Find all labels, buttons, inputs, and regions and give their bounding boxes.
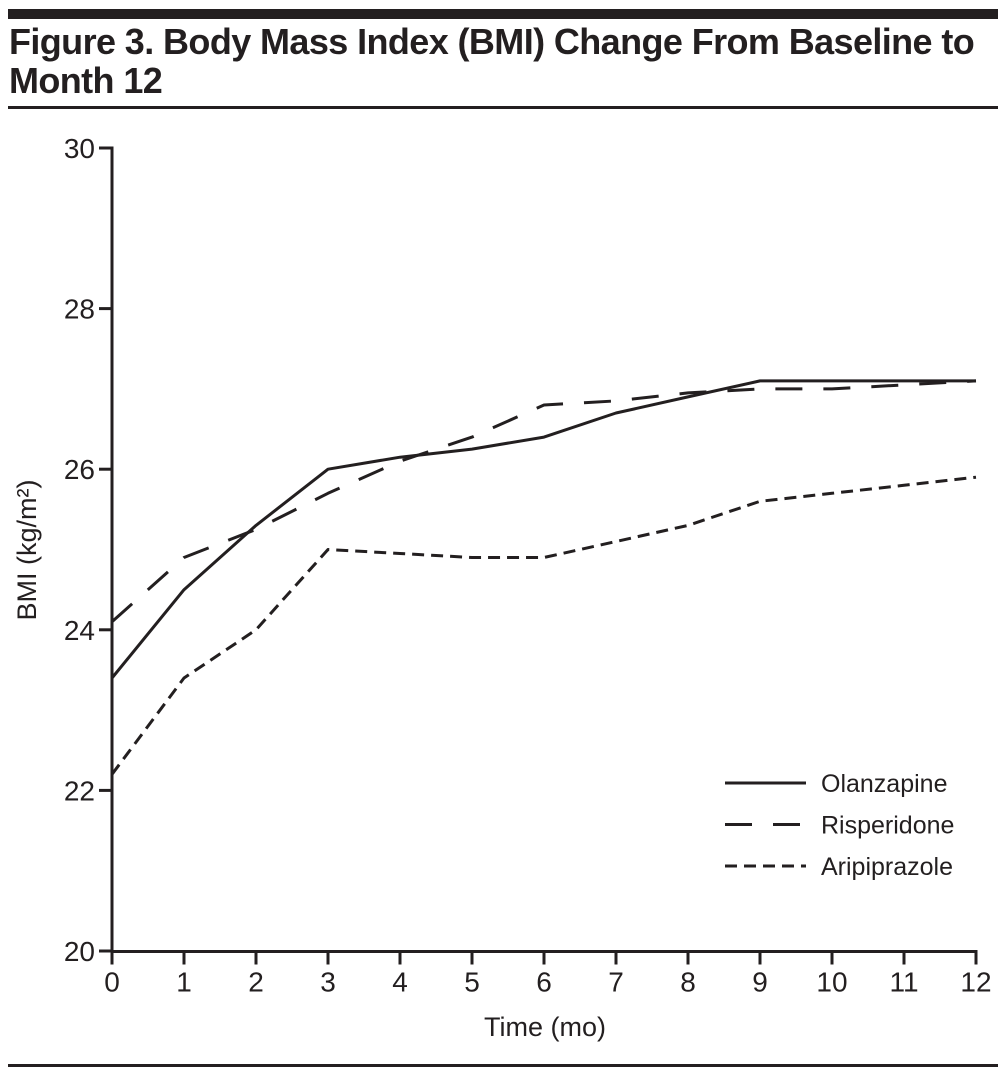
x-tick-label: 0 (104, 967, 120, 998)
series-line-risperidone (111, 379, 977, 623)
x-tick-label: 5 (464, 967, 480, 998)
y-axis-title: BMI (kg/m²) (12, 480, 42, 621)
x-tick-label: 3 (320, 967, 336, 998)
y-tick-label: 22 (64, 775, 95, 806)
header-top-rule (8, 9, 998, 19)
x-tick-label: 2 (248, 967, 264, 998)
legend-label-olanzapine: Olanzapine (821, 770, 947, 798)
x-tick-label: 6 (536, 967, 552, 998)
footer-divider (8, 1064, 998, 1067)
x-tick-label: 1 (176, 967, 192, 998)
legend-label-aripiprazole: Aripiprazole (821, 853, 953, 881)
y-tick-label: 20 (64, 936, 95, 967)
x-tick-label: 7 (608, 967, 624, 998)
x-tick-label: 11 (889, 967, 918, 998)
series-line-aripiprazole (110, 475, 977, 776)
y-tick-label: 30 (64, 133, 95, 164)
x-tick-label: 8 (680, 967, 696, 998)
figure-title: Figure 3. Body Mass Index (BMI) Change F… (9, 22, 999, 100)
title-divider (8, 106, 998, 109)
x-tick-label: 10 (816, 967, 847, 998)
y-tick-label: 24 (64, 615, 95, 646)
x-tick-label: 9 (752, 967, 768, 998)
figure-title-line1: Figure 3. Body Mass Index (BMI) Change F… (9, 21, 975, 62)
series-line-olanzapine (110, 379, 976, 679)
y-tick-label: 28 (64, 294, 95, 325)
x-tick-label: 4 (392, 967, 408, 998)
y-tick-label: 26 (64, 454, 95, 485)
legend-label-risperidone: Risperidone (821, 812, 954, 840)
x-axis-title: Time (mo) (484, 1012, 606, 1042)
x-tick-label: 12 (960, 967, 991, 998)
figure-title-line2: Month 12 (9, 60, 163, 101)
